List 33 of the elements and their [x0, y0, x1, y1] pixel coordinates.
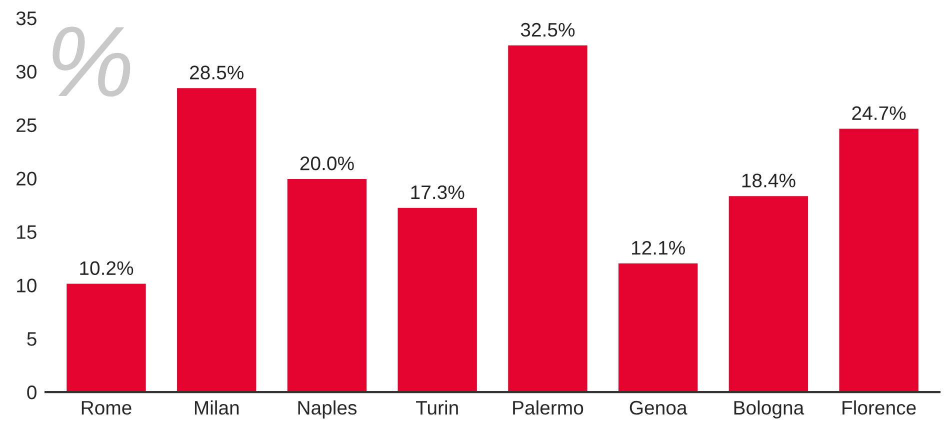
- data-label: 17.3%: [411, 185, 464, 200]
- bar: [286, 178, 368, 392]
- x-tick-label: Bologna: [734, 400, 804, 419]
- data-label: 24.7%: [852, 106, 906, 120]
- y-tick-label: 35: [16, 11, 36, 26]
- x-tick-label: Palermo: [513, 400, 584, 415]
- bar: [396, 206, 478, 392]
- bar: [506, 44, 589, 392]
- bar: [727, 194, 810, 392]
- data-label: 32.5%: [520, 22, 575, 37]
- x-tick-label: Milan: [194, 400, 239, 415]
- data-label: 28.5%: [190, 66, 244, 80]
- y-tick-label: 10: [17, 278, 36, 292]
- y-tick-label: 30: [16, 64, 36, 79]
- x-tick-label: Rome: [82, 401, 132, 415]
- data-label: 20.0%: [300, 156, 354, 170]
- bar: [617, 262, 700, 392]
- x-tick-label: Florence: [842, 400, 916, 415]
- annotation: %: [52, 26, 130, 97]
- x-tick-label: Turin: [416, 400, 458, 415]
- bar: [65, 282, 148, 392]
- x-tick-label: Naples: [298, 400, 357, 419]
- data-label: 10.2%: [80, 261, 134, 276]
- data-label: 12.1%: [632, 240, 685, 255]
- y-tick-label: 0: [27, 386, 36, 400]
- y-tick-label: 5: [27, 332, 36, 346]
- bar: [838, 127, 920, 392]
- bar: [176, 86, 258, 392]
- y-tick-label: 20: [16, 172, 36, 186]
- y-tick-label: 15: [17, 225, 36, 239]
- y-tick-label: 25: [16, 118, 36, 132]
- data-label: 18.4%: [742, 174, 796, 188]
- x-tick-label: Genoa: [630, 400, 688, 415]
